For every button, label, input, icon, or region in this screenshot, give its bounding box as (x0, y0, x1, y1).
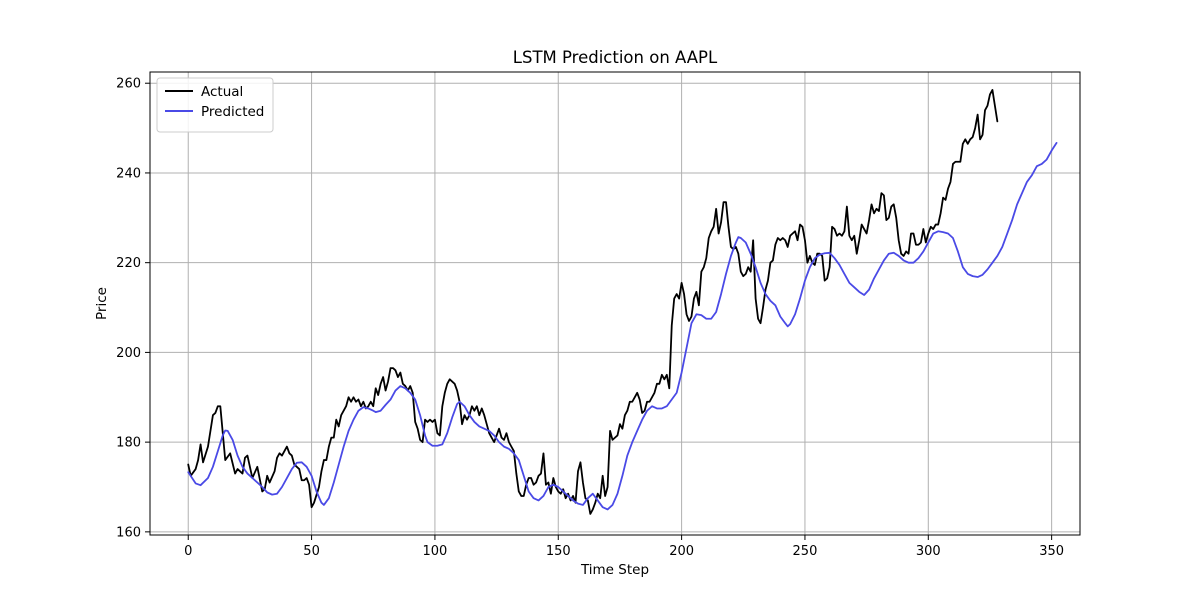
x-tick-label: 200 (669, 544, 694, 559)
chart-title: LSTM Prediction on AAPL (513, 48, 718, 67)
y-tick-label: 180 (116, 436, 141, 451)
x-tick-label: 100 (423, 544, 448, 559)
x-tick-label: 350 (1039, 544, 1064, 559)
x-tick-label: 0 (184, 544, 192, 559)
x-tick-label: 50 (303, 544, 320, 559)
y-tick-label: 200 (116, 346, 141, 361)
y-tick-label: 160 (116, 525, 141, 540)
legend-label-predicted: Predicted (201, 104, 264, 120)
series-line-predicted (187, 141, 1058, 511)
y-tick-label: 220 (116, 256, 141, 271)
series-lines (187, 89, 1058, 515)
x-tick-label: 250 (793, 544, 818, 559)
plot-frame (149, 71, 1081, 536)
axis-ticks: 0 50 100 150 200 250 300 350 160 180 200 220 240 260 (116, 77, 1064, 559)
legend: Actual Predicted (156, 77, 274, 133)
y-tick-label: 240 (116, 166, 141, 181)
x-tick-label: 150 (546, 544, 571, 559)
series-line-actual (187, 89, 999, 515)
y-tick-label: 260 (116, 77, 141, 92)
y-axis-label: Price (94, 287, 110, 320)
x-axis-label: Time Step (580, 562, 649, 578)
legend-label-actual: Actual (201, 84, 243, 100)
x-tick-label: 300 (916, 544, 941, 559)
